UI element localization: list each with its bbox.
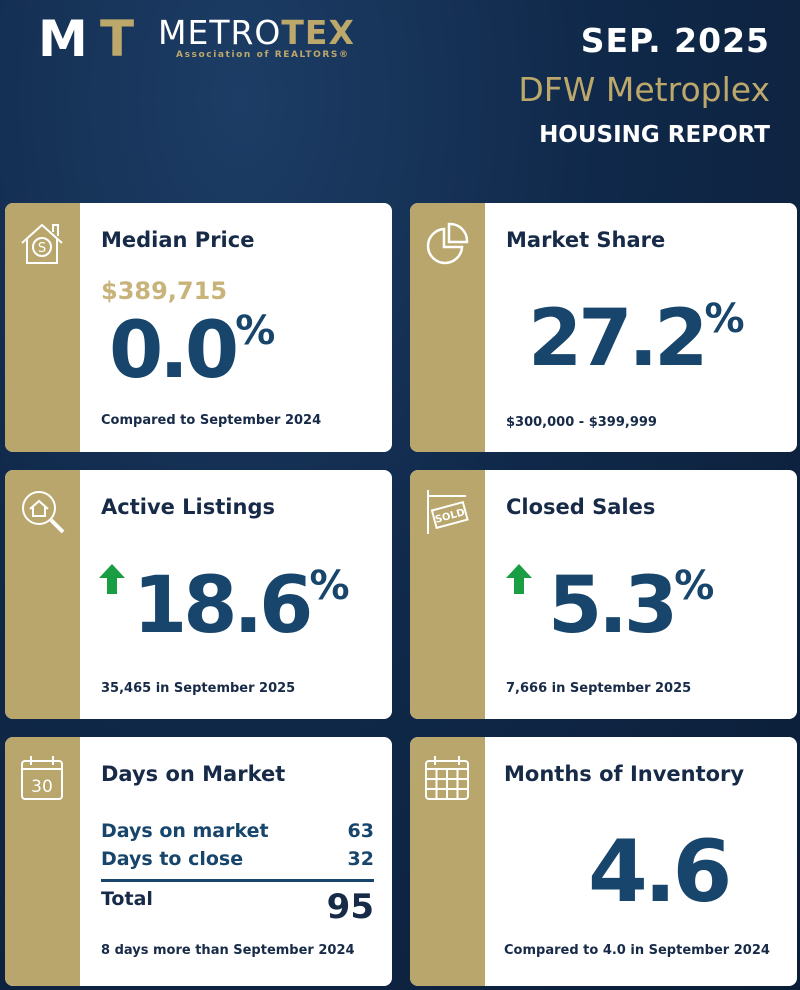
svg-text:30: 30 [31, 777, 53, 797]
total-row: Total 95 [101, 887, 374, 927]
total-value: 95 [326, 887, 374, 927]
card-note: Compared to 4.0 in September 2024 [504, 943, 770, 958]
house-dollar-icon: S [21, 223, 63, 264]
percent-sign: % [309, 563, 350, 609]
card-note: 7,666 in September 2025 [506, 681, 692, 696]
sold-sign-icon: SOLD [427, 490, 469, 534]
row-value: 63 [347, 820, 374, 842]
median-price-card: S Median Price $389,715 0.0% Compared to… [5, 203, 392, 452]
report-title: HOUSING REPORT [539, 122, 770, 148]
median-change: 0.0 [109, 306, 239, 396]
svg-text:SOLD: SOLD [434, 507, 466, 525]
house-search-icon [22, 491, 65, 534]
card-note: $300,000 - $399,999 [506, 415, 657, 430]
divider [101, 879, 374, 882]
closed-sales-card: SOLD Closed Sales 5.3% 7,666 in Septembe… [410, 470, 797, 719]
card-title: Days on Market [101, 762, 286, 786]
report-date: SEP. 2025 [580, 21, 770, 60]
logo-text: METRO [158, 12, 282, 52]
pie-chart-icon [426, 222, 469, 265]
days-to-close-row: Days to close 32 [101, 847, 374, 871]
card-note: Compared to September 2024 [101, 413, 322, 428]
active-listings-change: 18.6 [133, 561, 313, 651]
svg-text:S: S [38, 241, 46, 256]
closed-sales-change: 5.3 [548, 561, 678, 651]
percent-sign: % [235, 308, 276, 354]
up-arrow-icon [99, 564, 125, 594]
card-note: 35,465 in September 2025 [101, 681, 296, 696]
active-listings-card: Active Listings 18.6% 35,465 in Septembe… [5, 470, 392, 719]
days-on-market-row: Days on market 63 [101, 819, 374, 843]
percent-sign: % [674, 563, 715, 609]
median-price-value: $389,715 [101, 277, 228, 305]
report-region: DFW Metroplex [518, 70, 770, 109]
card-title: Active Listings [101, 495, 275, 519]
card-note: 8 days more than September 2024 [101, 943, 355, 958]
row-label: Days on market [101, 820, 269, 842]
row-value: 32 [347, 848, 374, 870]
days-on-market-card: 30 Days on Market Days on market 63 Days … [5, 737, 392, 986]
card-title: Market Share [506, 228, 666, 252]
percent-sign: % [704, 296, 745, 342]
market-share-card: Market Share 27.2% $300,000 - $399,999 [410, 203, 797, 452]
calendar-icon: 30 [21, 756, 63, 800]
row-label: Days to close [101, 848, 244, 870]
card-title: Months of Inventory [504, 762, 745, 786]
months-of-inventory-value: 4.6 [588, 822, 732, 922]
calendar-grid-icon [425, 756, 469, 800]
card-title: Closed Sales [506, 495, 656, 519]
logo-text-gold: TEX [281, 12, 355, 52]
months-of-inventory-card: Months of Inventory 4.6 Compared to 4.0 … [410, 737, 797, 986]
up-arrow-icon [506, 564, 532, 594]
logo-subtitle: Association of REALTORS® [176, 49, 350, 60]
market-share-value: 27.2 [528, 294, 708, 384]
total-label: Total [101, 888, 153, 910]
card-title: Median Price [101, 228, 255, 252]
